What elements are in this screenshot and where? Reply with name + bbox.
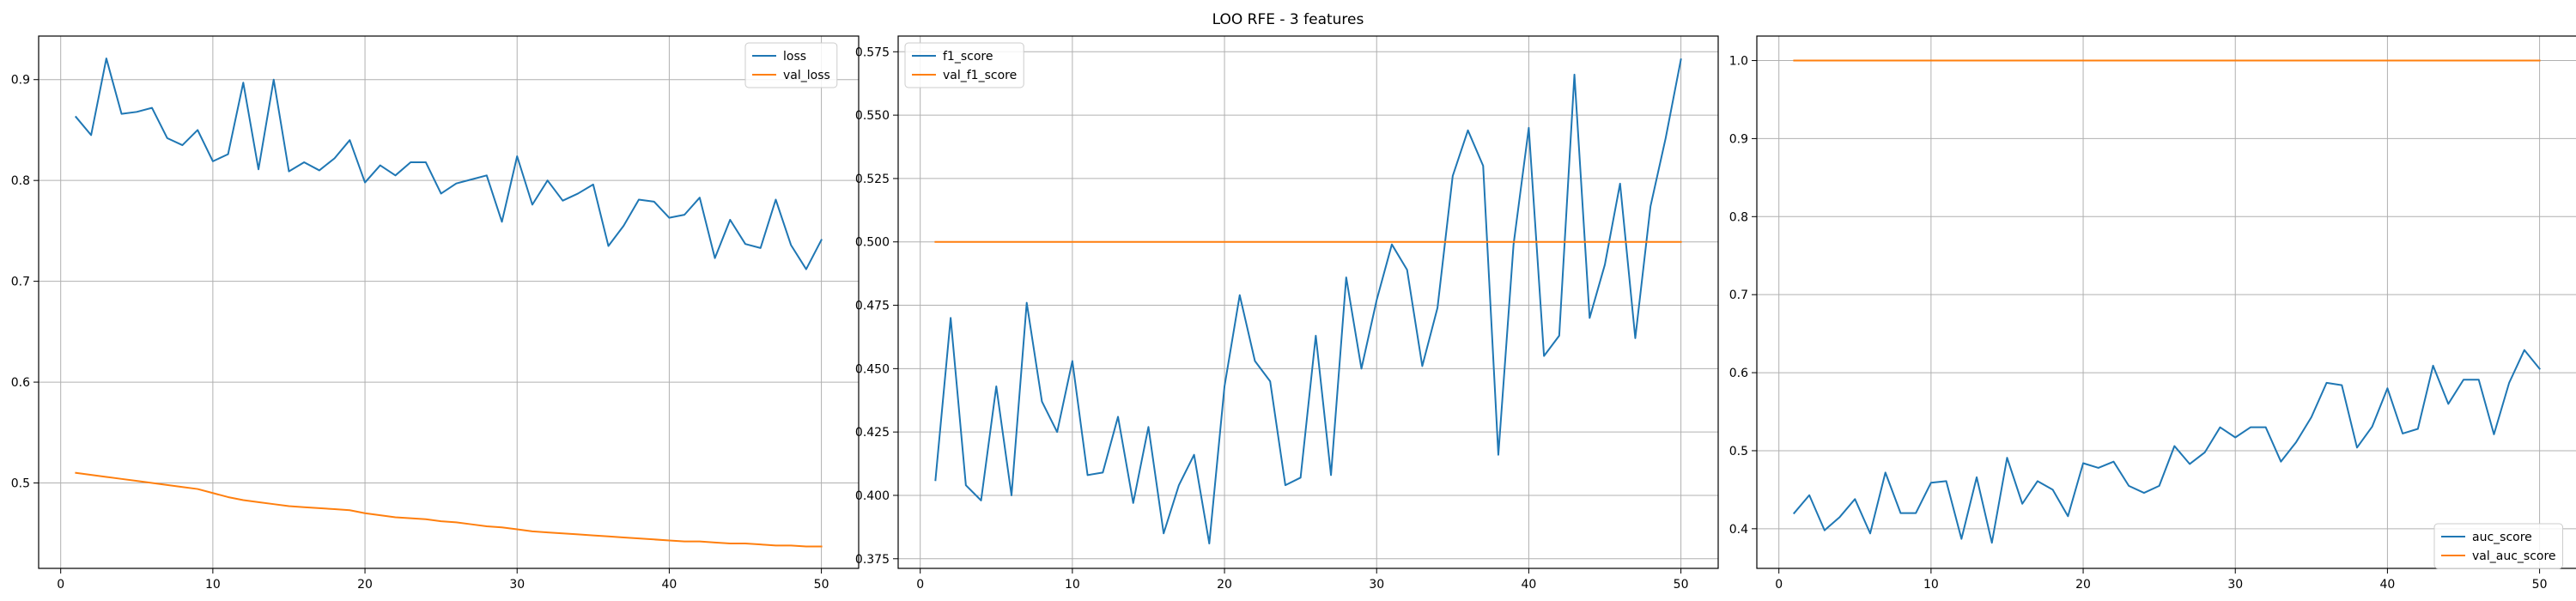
x-tick-label: 40 [661, 578, 677, 592]
x-tick-label: 20 [2075, 578, 2091, 592]
y-tick-label: 0.475 [855, 300, 890, 313]
f1-score-chart: 0 10 20 30 40 50 0.375 0.400 0.425 0.450 0.475 0.50… [855, 35, 1719, 592]
y-tick-label: 1.0 [1729, 55, 1748, 69]
auc-score-chart: 0 10 20 30 40 50 0.4 0.5 0.6 0.7 0.8 0.9 1.0 auc_scor… [1729, 35, 2576, 592]
series-line-auc-score [1793, 349, 2541, 544]
y-tick-label: 0.8 [11, 174, 30, 188]
y-tick-label: 0.7 [11, 276, 30, 289]
series-line-f1-score [934, 58, 1682, 545]
y-tick-label: 0.9 [1729, 132, 1748, 146]
plot-area [1757, 36, 2576, 568]
y-tick-label: 0.9 [11, 74, 30, 88]
y-tick-label: 0.550 [855, 109, 890, 123]
x-tick-label: 0 [57, 578, 64, 592]
y-tick-label: 0.500 [855, 236, 890, 250]
x-tick-label: 40 [2379, 578, 2395, 592]
y-tick-label: 0.450 [855, 362, 890, 376]
legend-label: auc_score [2472, 531, 2532, 544]
loss-chart: 0 10 20 30 40 50 0.5 0.6 0.7 0.8 0.9 loss val_loss [11, 35, 860, 592]
y-tick-label: 0.400 [855, 489, 890, 503]
legend-label: f1_score [943, 50, 993, 64]
x-tick-label: 0 [916, 578, 924, 592]
y-tick-label: 0.7 [1729, 288, 1748, 302]
x-tick-label: 30 [1369, 578, 1384, 592]
x-tick-label: 20 [1217, 578, 1232, 592]
y-tick-label: 0.4 [1729, 523, 1748, 537]
legend-label: val_loss [783, 69, 830, 82]
axes-frame [38, 35, 860, 569]
x-tick-label: 20 [357, 578, 373, 592]
y-tick-label: 0.575 [855, 46, 890, 59]
legend-box [904, 42, 1024, 88]
legend-box [744, 42, 838, 88]
y-tick-label: 0.375 [855, 553, 890, 567]
x-tick-label: 40 [1521, 578, 1536, 592]
x-tick-label: 30 [2227, 578, 2243, 592]
x-tick-label: 10 [1923, 578, 1939, 592]
axes-frame [1756, 35, 2576, 569]
y-tick-label: 0.6 [11, 376, 30, 390]
y-tick-label: 0.8 [1729, 210, 1748, 224]
legend: auc_score val_auc_score [2433, 523, 2564, 569]
x-tick-label: 0 [1775, 578, 1783, 592]
x-tick-label: 10 [205, 578, 221, 592]
y-tick-label: 0.5 [1729, 445, 1748, 458]
legend: f1_score val_f1_score [904, 42, 1024, 88]
plot-area [39, 36, 859, 568]
series-line-val-loss [75, 471, 823, 548]
plot-area [898, 36, 1718, 568]
x-tick-label: 10 [1065, 578, 1080, 592]
y-tick-label: 0.425 [855, 426, 890, 440]
x-tick-label: 50 [1674, 578, 1689, 592]
grid [39, 36, 859, 568]
legend-label: val_auc_score [2472, 549, 2556, 563]
figure-suptitle: LOO RFE - 3 features [1212, 11, 1364, 28]
legend: loss val_loss [744, 42, 838, 88]
y-tick-label: 0.5 [11, 477, 30, 491]
series-line-loss [75, 58, 823, 270]
legend-label: loss [783, 50, 806, 64]
x-tick-label: 50 [2532, 578, 2548, 592]
legend-box [2433, 523, 2564, 569]
axes-frame [897, 35, 1719, 569]
x-tick-label: 50 [814, 578, 829, 592]
x-tick-label: 30 [509, 578, 525, 592]
y-tick-label: 0.525 [855, 173, 890, 186]
y-tick-label: 0.6 [1729, 367, 1748, 380]
legend-label: val_f1_score [943, 69, 1017, 82]
